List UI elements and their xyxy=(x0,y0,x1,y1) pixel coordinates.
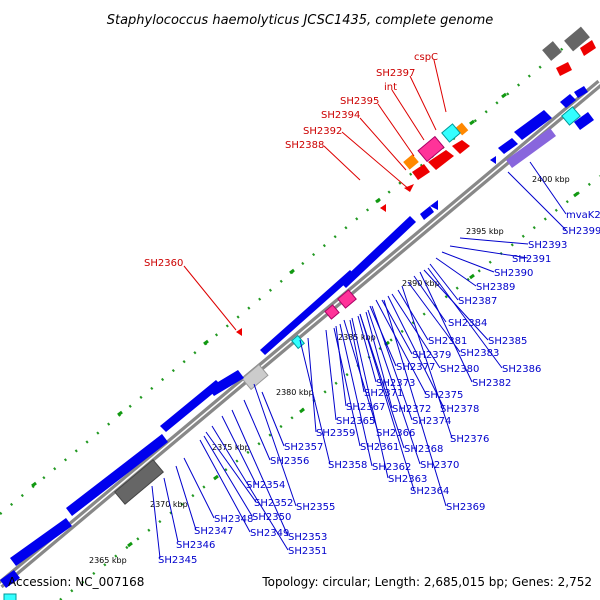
gene-label-sh2348: SH2348 xyxy=(214,514,253,525)
gene-label-sh2356: SH2356 xyxy=(270,456,309,467)
blue-gene-labels: mvaK2 SH2399 SH2393 SH2391 SH2390 SH2389… xyxy=(158,210,600,566)
gene-label-sh2378: SH2378 xyxy=(440,404,479,415)
gene-label-mvak2: mvaK2 xyxy=(566,210,600,221)
gene-label-sh2391: SH2391 xyxy=(512,254,551,265)
tick-label: 2390 kbp xyxy=(402,279,440,288)
gene-label-sh2352: SH2352 xyxy=(254,498,293,509)
gene-label-sh2351: SH2351 xyxy=(288,546,327,557)
genome-summary: Topology: circular; Length: 2,685,015 bp… xyxy=(261,575,592,589)
gene-label-sh2369: SH2369 xyxy=(446,502,485,513)
gene-label-sh2394: SH2394 xyxy=(321,110,360,121)
gene-label-sh2365: SH2365 xyxy=(336,416,375,427)
gene-label-sh2355: SH2355 xyxy=(296,502,335,513)
gene-label-sh2353: SH2353 xyxy=(288,532,327,543)
gene-label-sh2368: SH2368 xyxy=(404,444,443,455)
tick-label: 2370 kbp xyxy=(150,500,188,509)
gene-label-sh2350: SH2350 xyxy=(252,512,291,523)
gene-label-sh2390: SH2390 xyxy=(494,268,533,279)
gene-label-sh2345: SH2345 xyxy=(158,555,197,566)
gene-label-sh2346: SH2346 xyxy=(176,540,215,551)
gene-label-sh2380: SH2380 xyxy=(440,364,479,375)
gene-label-sh2379: SH2379 xyxy=(412,350,451,361)
gene-label-sh2395: SH2395 xyxy=(340,96,379,107)
gene-label-sh2382: SH2382 xyxy=(472,378,511,389)
gene-label-sh2397: SH2397 xyxy=(376,68,415,79)
outer-ring-dash-marks xyxy=(31,92,507,488)
gene-label-sh2384: SH2384 xyxy=(448,318,487,329)
gene-label-sh2367: SH2367 xyxy=(346,402,385,413)
accession-label: Accession: NC_007168 xyxy=(8,575,144,589)
gene-label-sh2370: SH2370 xyxy=(420,460,459,471)
blue-leader-lines xyxy=(151,161,567,559)
gene-label-sh2392: SH2392 xyxy=(303,126,342,137)
gene-label-sh2347: SH2347 xyxy=(194,526,233,537)
gene-label-sh2386: SH2386 xyxy=(502,364,541,375)
gene-label-cspc: cspC xyxy=(414,52,438,63)
gene-label-sh2385: SH2385 xyxy=(488,336,527,347)
gene-label-sh2399: SH2399 xyxy=(562,226,600,237)
gene-label-sh2354: SH2354 xyxy=(246,480,285,491)
tick-label: 2375 kbp xyxy=(212,443,250,452)
tick-label: 2380 kbp xyxy=(276,388,314,397)
gene-label-sh2363: SH2363 xyxy=(388,474,427,485)
map-title: Staphylococcus haemolyticus JCSC1435, co… xyxy=(107,13,494,28)
gene-label-sh2373: SH2373 xyxy=(376,378,415,389)
inner-dotted-ring xyxy=(59,175,600,600)
gene-label-sh2374: SH2374 xyxy=(412,416,451,427)
gene-label-sh2360: SH2360 xyxy=(144,258,183,269)
gene-label-sh2375: SH2375 xyxy=(424,390,463,401)
gene-label-sh2361: SH2361 xyxy=(360,442,399,453)
genome-backbone xyxy=(0,79,600,589)
gene-label-sh2358: SH2358 xyxy=(328,460,367,471)
forward-strand-genes xyxy=(114,26,596,505)
gene-label-sh2388: SH2388 xyxy=(285,140,324,151)
gene-label-sh2381: SH2381 xyxy=(428,336,467,347)
gene-label-sh2366: SH2366 xyxy=(376,428,415,439)
gene-label-sh2377: SH2377 xyxy=(396,362,435,373)
gene-label-int: int xyxy=(384,82,397,93)
red-leader-lines xyxy=(183,59,447,331)
gene-label-sh2371: SH2371 xyxy=(364,388,403,399)
gene-label-sh2393: SH2393 xyxy=(528,240,567,251)
gene-label-sh2349: SH2349 xyxy=(250,528,289,539)
red-gene-labels: cspC SH2397 int SH2395 SH2394 SH2392 SH2… xyxy=(144,52,438,269)
gene-label-sh2387: SH2387 xyxy=(458,296,497,307)
gene-label-sh2359: SH2359 xyxy=(316,428,355,439)
gene-label-sh2376: SH2376 xyxy=(450,434,489,445)
reverse-strand-genes xyxy=(0,86,594,600)
gene-label-sh2357: SH2357 xyxy=(284,442,323,453)
gene-label-sh2389: SH2389 xyxy=(476,282,515,293)
gene-label-sh2364: SH2364 xyxy=(410,486,449,497)
tick-label: 2395 kbp xyxy=(466,227,504,236)
gene-label-sh2362: SH2362 xyxy=(372,462,411,473)
tick-label: 2400 kbp xyxy=(532,175,570,184)
tick-label: 2365 kbp xyxy=(89,556,127,565)
gene-label-sh2372: SH2372 xyxy=(392,404,431,415)
gene-label-sh2383: SH2383 xyxy=(460,348,499,359)
